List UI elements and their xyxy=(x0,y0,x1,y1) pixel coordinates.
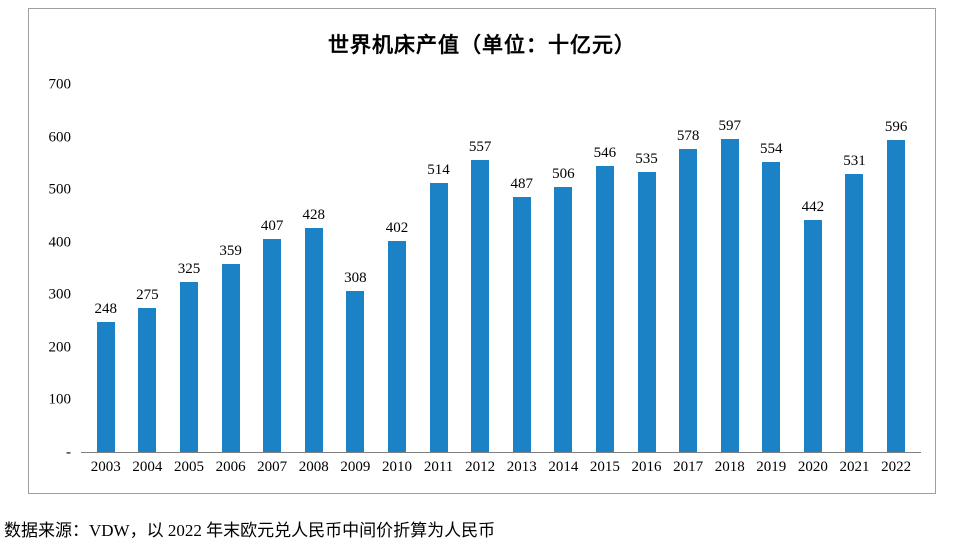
x-tick-label: 2004 xyxy=(132,459,163,475)
bar-column: 248 xyxy=(85,85,127,452)
bar-column: 275 xyxy=(127,85,169,452)
chart-title: 世界机床产值（单位：十亿元） xyxy=(328,33,636,57)
bar-column: 359 xyxy=(210,85,252,452)
bar xyxy=(96,321,115,452)
x-tick-label: 2009 xyxy=(340,459,371,475)
y-tick-label: 100 xyxy=(48,391,72,408)
x-tick-label: 2010 xyxy=(381,459,412,475)
bar xyxy=(595,165,614,452)
bar-column: 557 xyxy=(459,85,501,452)
bar xyxy=(554,186,573,452)
bar xyxy=(304,227,323,452)
chart-body: 700 600 500 400 300 200 100 - 248 275 325 359 407 42… xyxy=(29,77,935,476)
x-tick-label: 2022 xyxy=(881,459,912,475)
bar-value-label: 535 xyxy=(635,150,658,167)
bar-column: 506 xyxy=(543,85,585,452)
bar-value-label: 407 xyxy=(260,217,284,234)
bar-column: 597 xyxy=(709,85,751,452)
bar xyxy=(179,281,198,452)
y-tick-label: - xyxy=(66,444,71,461)
bar-value-label: 248 xyxy=(94,300,118,317)
x-tick-label: 2021 xyxy=(839,459,870,475)
x-tick-label: 2018 xyxy=(714,459,745,475)
bar-column: 402 xyxy=(376,85,418,452)
y-axis: 700 600 500 400 300 200 100 - xyxy=(29,77,81,461)
bar xyxy=(637,171,656,452)
x-tick-label: 2006 xyxy=(215,459,246,475)
chart-box: 世界机床产值（单位：十亿元） 700 600 500 400 300 200 100 - 24… xyxy=(28,8,936,494)
bar xyxy=(803,220,822,452)
bar xyxy=(887,139,906,452)
x-tick-label: 2017 xyxy=(673,459,704,475)
bar xyxy=(387,241,406,452)
bar-value-label: 596 xyxy=(884,118,908,135)
y-tick-label: 700 xyxy=(48,76,72,93)
x-tick-label: 2011 xyxy=(423,459,454,475)
bar-column: 407 xyxy=(251,85,293,452)
y-tick-label: 600 xyxy=(48,129,72,146)
bar xyxy=(263,238,282,452)
bar xyxy=(679,148,698,452)
x-tick-label: 2013 xyxy=(506,459,537,475)
bar-value-label: 597 xyxy=(718,118,741,135)
x-tick-label: 2020 xyxy=(797,459,828,475)
bar-column: 546 xyxy=(584,85,626,452)
bar xyxy=(429,182,448,452)
bar xyxy=(471,159,490,452)
y-tick-label: 500 xyxy=(48,181,72,198)
bar-value-label: 514 xyxy=(427,161,450,178)
y-tick-label: 200 xyxy=(48,339,72,356)
bar xyxy=(845,173,864,452)
bar xyxy=(138,307,157,452)
bar-value-label: 428 xyxy=(302,206,326,223)
bar-column: 325 xyxy=(168,85,210,452)
bar-value-label: 554 xyxy=(760,140,783,157)
bar-value-label: 487 xyxy=(510,175,533,192)
bar-column: 554 xyxy=(751,85,793,452)
x-tick-label: 2012 xyxy=(465,459,496,475)
x-tick-label: 2019 xyxy=(756,459,787,475)
x-tick-label: 2008 xyxy=(298,459,329,475)
plot-area: 248 275 325 359 407 428 308 402 514 557 487 506 546 5… xyxy=(81,85,921,453)
plot-wrap: 248 275 325 359 407 428 308 402 514 557 487 506 546 5… xyxy=(81,85,921,476)
bar-column: 442 xyxy=(792,85,834,452)
bar xyxy=(512,196,531,452)
bar-value-label: 531 xyxy=(843,152,866,169)
x-axis-labels: 2003 2004 2005 2006 2007 2008 2009 2010 2011 2012… xyxy=(81,459,921,476)
bar-column: 531 xyxy=(834,85,876,452)
bar xyxy=(762,161,781,452)
x-tick-label: 2014 xyxy=(548,459,579,475)
x-tick-label: 2007 xyxy=(257,459,288,475)
bar-value-label: 325 xyxy=(177,260,201,277)
bar-value-label: 402 xyxy=(385,220,409,237)
bar-value-label: 308 xyxy=(344,269,367,286)
bar-value-label: 442 xyxy=(801,199,825,216)
bar-value-label: 359 xyxy=(219,242,242,259)
bar-value-label: 546 xyxy=(593,144,617,161)
bar-value-label: 275 xyxy=(136,286,159,303)
bar-column: 428 xyxy=(293,85,335,452)
bar-value-label: 578 xyxy=(676,127,700,144)
x-tick-label: 2016 xyxy=(631,459,662,475)
bar-value-label: 557 xyxy=(468,138,492,155)
bar-column: 487 xyxy=(501,85,543,452)
bar xyxy=(720,139,739,452)
bar-value-label: 506 xyxy=(552,165,575,182)
x-tick-label: 2003 xyxy=(90,459,121,475)
bar-column: 535 xyxy=(626,85,668,452)
bar-column: 578 xyxy=(667,85,709,452)
bar-column: 308 xyxy=(335,85,377,452)
bar-column: 596 xyxy=(875,85,917,452)
source-note: 数据来源：VDW，以 2022 年末欧元兑人民币中间价折算为人民币 xyxy=(4,521,496,540)
bar xyxy=(221,263,240,452)
y-tick-label: 300 xyxy=(48,286,72,303)
x-tick-label: 2005 xyxy=(173,459,204,475)
bar xyxy=(346,290,365,452)
bar-column: 514 xyxy=(418,85,460,452)
x-tick-label: 2015 xyxy=(589,459,620,475)
y-tick-label: 400 xyxy=(48,234,72,251)
